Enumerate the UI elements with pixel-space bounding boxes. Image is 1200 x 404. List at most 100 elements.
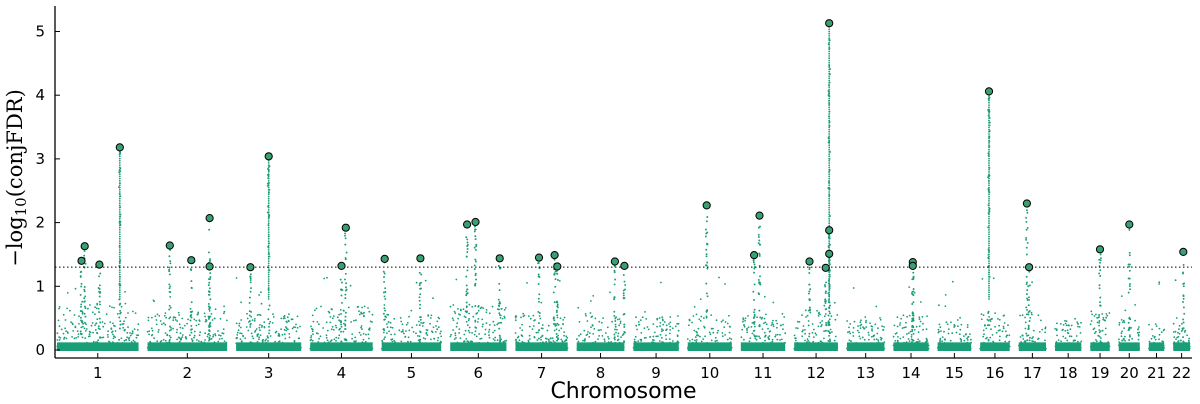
snp-point <box>344 323 347 326</box>
snp-point <box>991 334 994 336</box>
snp-point <box>949 339 952 342</box>
snp-point <box>992 347 995 350</box>
snp-point <box>118 197 121 200</box>
snp-point <box>498 342 501 345</box>
snp-point <box>828 135 831 138</box>
snp-point <box>398 347 400 349</box>
snp-point <box>439 347 441 350</box>
snp-point <box>565 335 568 338</box>
snp-point <box>94 324 96 326</box>
snp-point <box>828 177 831 180</box>
snp-point <box>988 235 990 238</box>
snp-point <box>400 340 403 343</box>
snp-point <box>207 251 210 254</box>
snp-point <box>517 347 520 350</box>
snp-point <box>1153 335 1156 338</box>
snp-point <box>726 346 728 349</box>
snp-point <box>849 347 851 349</box>
snp-point <box>703 345 706 348</box>
snp-point <box>247 329 250 332</box>
snp-point <box>1066 329 1069 332</box>
snp-point <box>1129 347 1132 350</box>
snp-point <box>1028 310 1031 313</box>
snp-point <box>196 339 198 341</box>
snp-point <box>58 306 61 308</box>
snp-point <box>944 305 947 307</box>
snp-point <box>912 294 915 297</box>
snp-point <box>799 344 801 347</box>
snp-point <box>162 338 165 341</box>
snp-point <box>58 307 60 310</box>
lead-snp-marker <box>205 262 214 271</box>
snp-point <box>1018 342 1021 345</box>
snp-point <box>474 248 477 251</box>
snp-point <box>1129 334 1131 337</box>
snp-point <box>824 298 827 301</box>
snp-point <box>240 340 243 343</box>
snp-point <box>103 322 106 325</box>
snp-point <box>425 345 428 347</box>
snp-point <box>896 339 899 342</box>
snp-point <box>259 329 261 332</box>
snp-point <box>623 326 626 328</box>
snp-point <box>1174 330 1177 333</box>
snp-point <box>614 338 616 341</box>
snp-point <box>282 343 284 346</box>
snp-point <box>317 341 320 343</box>
y-tick-label: 0 <box>35 341 45 359</box>
snp-point <box>102 336 105 339</box>
snp-point <box>1162 345 1165 348</box>
snp-point <box>918 316 921 319</box>
snp-point <box>1024 316 1026 319</box>
snp-point <box>267 177 270 180</box>
snp-point <box>267 209 270 211</box>
snp-point <box>124 291 126 293</box>
snp-point <box>310 338 313 341</box>
snp-point <box>528 338 531 340</box>
snp-point <box>169 296 172 298</box>
snp-point <box>1019 336 1022 338</box>
snp-point <box>944 294 947 296</box>
snp-point <box>806 341 808 344</box>
snp-point <box>455 325 458 328</box>
lead-snp-marker <box>825 226 834 235</box>
snp-point <box>816 346 819 349</box>
snp-point <box>988 106 990 109</box>
snp-point <box>624 283 627 286</box>
lead-snp-marker <box>1179 247 1188 256</box>
snp-point <box>1188 343 1191 345</box>
snp-point <box>118 258 121 260</box>
snp-point <box>83 288 86 291</box>
snp-point <box>296 347 299 350</box>
snp-point <box>714 347 717 350</box>
snp-point <box>613 336 616 339</box>
snp-point <box>1154 338 1157 341</box>
snp-point <box>522 312 525 315</box>
snp-point <box>208 310 211 312</box>
snp-point <box>99 336 102 339</box>
snp-point <box>637 343 640 345</box>
snp-point <box>532 325 535 327</box>
snp-point <box>752 290 755 293</box>
snp-point <box>903 326 906 329</box>
snp-point <box>478 333 480 335</box>
snp-point <box>1102 316 1105 319</box>
snp-point <box>547 338 550 341</box>
snp-point <box>1025 238 1027 241</box>
snp-point <box>159 346 162 348</box>
snp-point <box>520 345 522 347</box>
snp-point <box>1041 328 1044 331</box>
snp-point <box>310 336 312 339</box>
snp-point <box>83 327 86 330</box>
snp-point <box>661 328 663 331</box>
snp-point <box>96 341 99 344</box>
snp-point <box>127 312 129 314</box>
snp-point <box>994 312 996 314</box>
snp-point <box>1091 313 1093 316</box>
snp-point <box>945 346 947 348</box>
snp-point <box>265 338 268 341</box>
snp-point <box>211 319 214 321</box>
snp-point <box>860 343 863 346</box>
snp-point <box>514 316 517 319</box>
snp-point <box>865 347 868 350</box>
